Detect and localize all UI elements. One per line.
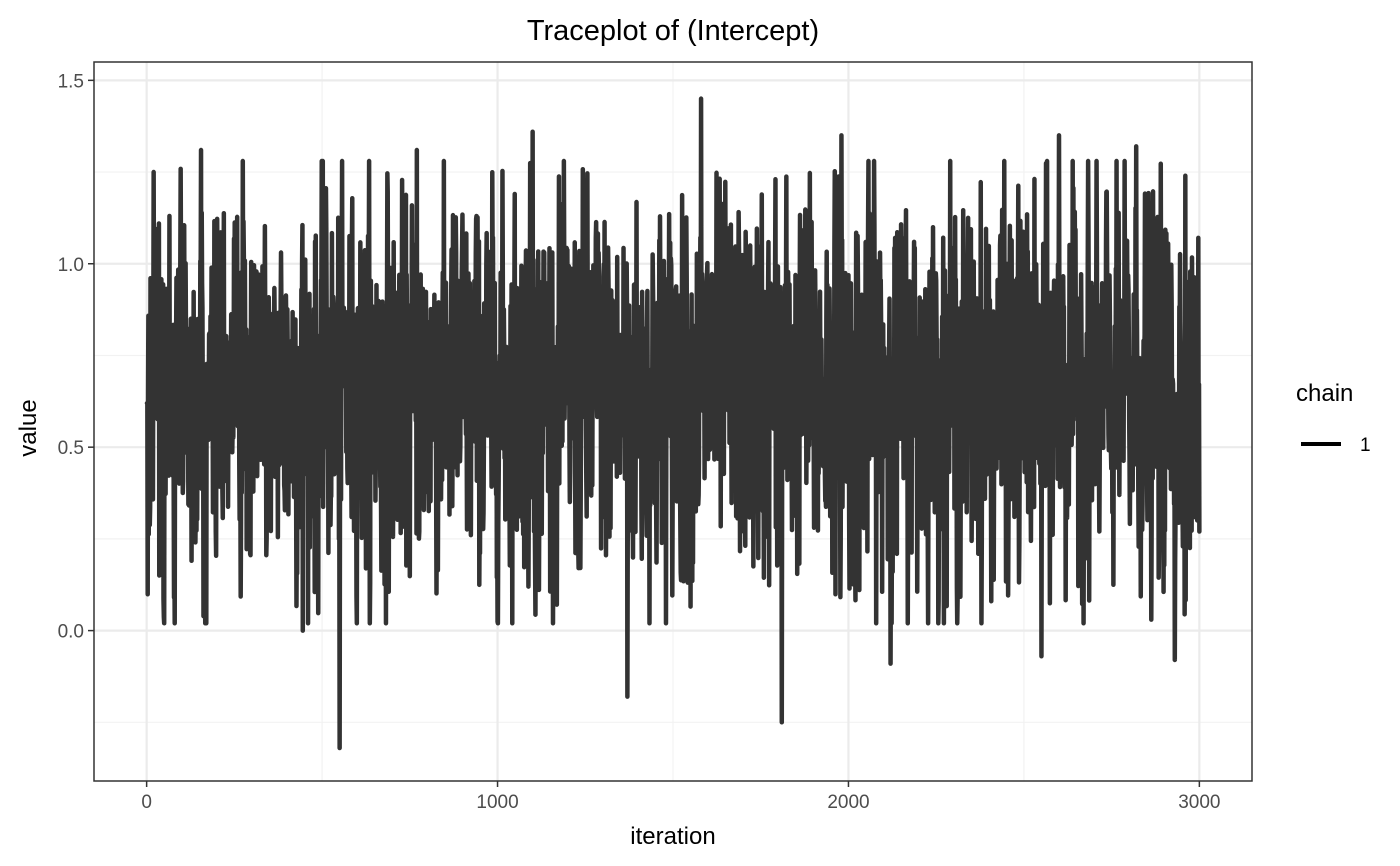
x-tick-label: 2000 [827, 792, 869, 813]
x-tick-label: 0 [141, 792, 152, 813]
y-tick-label: 0.5 [58, 438, 84, 459]
y-tick-label: 1.5 [58, 71, 84, 92]
series-line-chain-1 [144, 96, 1202, 751]
y-axis: 0.0 0.5 1.0 1.5 [58, 71, 94, 643]
series-layer [144, 96, 1202, 751]
x-axis-title: iteration [630, 823, 715, 850]
chart-title: Traceplot of (Intercept) [527, 15, 819, 47]
x-tick-label: 1000 [476, 792, 518, 813]
legend-label-chain-1: 1 [1360, 435, 1371, 456]
y-tick-label: 1.0 [58, 255, 84, 276]
panel-border [93, 61, 1253, 782]
x-axis: 0 1000 2000 3000 [141, 781, 1221, 813]
y-axis-title: value [15, 399, 42, 456]
legend: chain 1 [1296, 380, 1371, 456]
x-tick-label: 3000 [1178, 792, 1220, 813]
plot-border [93, 61, 1253, 782]
legend-title: chain [1296, 380, 1353, 407]
y-tick-label: 0.0 [58, 622, 84, 643]
